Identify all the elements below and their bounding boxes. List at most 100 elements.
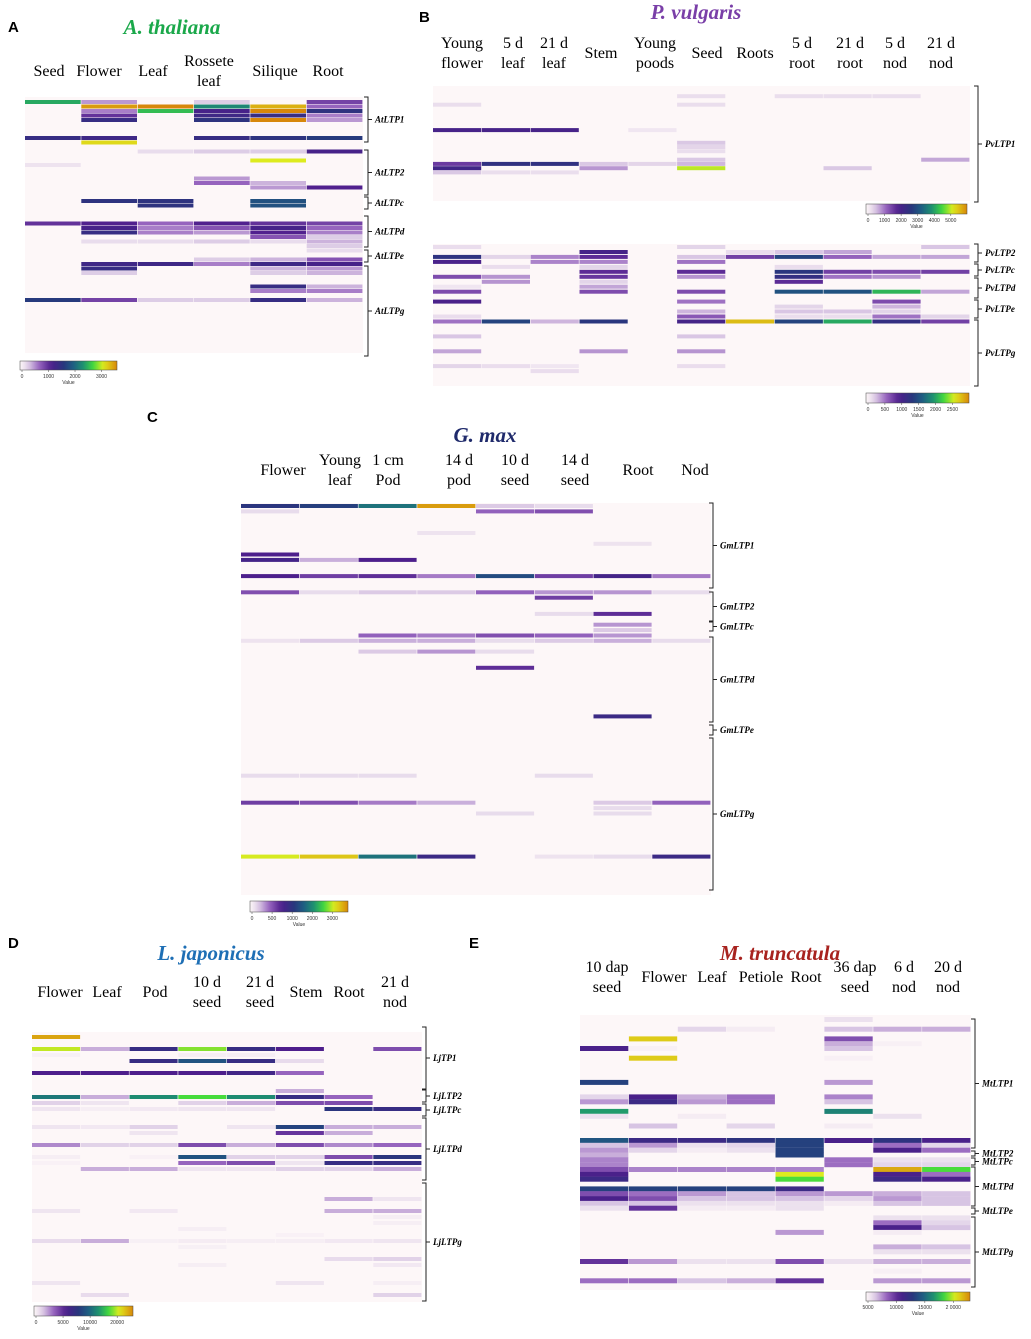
heatmap-cell bbox=[241, 800, 300, 805]
heatmap-cell bbox=[593, 638, 652, 643]
heatmap-cell bbox=[194, 230, 250, 235]
heatmap-cell bbox=[306, 104, 363, 109]
colorbar-title: Value bbox=[77, 1326, 90, 1332]
heatmap-cell bbox=[373, 1197, 422, 1201]
heatmap-cell bbox=[250, 149, 306, 154]
group-bracket bbox=[974, 263, 979, 277]
heatmap-cell bbox=[580, 1099, 629, 1105]
heatmap-cell bbox=[775, 1196, 824, 1202]
heatmap-cell bbox=[579, 259, 628, 264]
heatmap-cell bbox=[628, 1046, 678, 1051]
heatmap-cell bbox=[373, 1047, 422, 1051]
heatmap-cell bbox=[306, 226, 363, 230]
heatmap-cell bbox=[775, 1167, 824, 1172]
heatmap-cell bbox=[873, 1171, 922, 1177]
heatmap-cell bbox=[774, 314, 823, 319]
heatmap-cell bbox=[534, 504, 593, 508]
heatmap-cell bbox=[726, 1167, 775, 1172]
heatmap-cell bbox=[534, 595, 593, 600]
heatmap-cell bbox=[433, 299, 482, 304]
panel-b: B P. vulgaris Young flower 5 d leaf 21 d leaf… bbox=[419, 0, 1016, 419]
heatmap-cell bbox=[579, 161, 628, 166]
heatmap-cell bbox=[80, 1071, 129, 1075]
heatmap-cell bbox=[579, 289, 628, 294]
heatmap-cell bbox=[299, 504, 358, 508]
heatmap-cell bbox=[872, 269, 921, 274]
heatmap-cell bbox=[593, 800, 652, 805]
panel-a-colorbar: 0 1000 2000 3000 Value bbox=[19, 360, 118, 386]
heatmap-cell bbox=[137, 199, 194, 203]
heatmap-cell bbox=[81, 104, 137, 109]
heatmap-cell bbox=[275, 1167, 324, 1171]
heatmap-cell bbox=[476, 504, 535, 508]
colorbar-tick-label: 10000 bbox=[889, 1305, 903, 1311]
heatmap-cell bbox=[81, 230, 137, 235]
heatmap-cell bbox=[476, 811, 535, 816]
heatmap-cell bbox=[677, 1167, 727, 1172]
heatmap-cell bbox=[922, 1171, 971, 1177]
heatmap-cell bbox=[250, 298, 306, 302]
heatmap-cell bbox=[725, 250, 775, 254]
column-label: Silique bbox=[252, 63, 297, 80]
heatmap-cell bbox=[32, 1155, 81, 1159]
column-label: 14 d pod bbox=[445, 452, 473, 489]
panel-a-title: A. thaliana bbox=[122, 15, 221, 39]
panel-d: D L. japonicus Flower Leaf Pod 10 d seed 21 d… bbox=[8, 935, 462, 1332]
heatmap-cell bbox=[628, 1099, 678, 1105]
heatmap-cell bbox=[324, 1101, 373, 1105]
heatmap-cell bbox=[227, 1071, 276, 1075]
heatmap-cell bbox=[677, 349, 726, 354]
group-label: PvLTP2 bbox=[985, 248, 1016, 258]
heatmap-cell bbox=[227, 1167, 276, 1171]
heatmap-cell bbox=[129, 1125, 178, 1129]
heatmap-cell bbox=[80, 1239, 129, 1243]
colorbar-gradient bbox=[865, 203, 968, 215]
heatmap-cell bbox=[774, 264, 823, 269]
heatmap-cell bbox=[306, 266, 363, 271]
heatmap-cell bbox=[373, 1155, 422, 1159]
heatmap-cell bbox=[530, 254, 579, 259]
heatmap-cell bbox=[433, 102, 482, 107]
heatmap-cell bbox=[32, 1281, 81, 1285]
heatmap-cell bbox=[593, 590, 652, 595]
heatmap-cell bbox=[873, 1229, 922, 1235]
heatmap-cell bbox=[580, 1108, 629, 1114]
heatmap-cell bbox=[580, 1205, 629, 1211]
column-label: Flower bbox=[641, 969, 687, 986]
heatmap-cell bbox=[677, 140, 726, 145]
colorbar-tick-label: 20000 bbox=[110, 1320, 124, 1326]
heatmap-cell bbox=[194, 257, 250, 262]
heatmap-cell bbox=[593, 628, 652, 633]
heatmap-cell bbox=[358, 854, 417, 859]
heatmap-cell bbox=[250, 118, 306, 122]
heatmap-cell bbox=[872, 289, 921, 294]
heatmap-cell bbox=[677, 289, 726, 294]
heatmap-cell bbox=[534, 773, 593, 778]
heatmap-cell bbox=[250, 289, 306, 293]
column-label: Flower bbox=[260, 462, 306, 479]
heatmap-cell bbox=[726, 1191, 775, 1197]
heatmap-cell bbox=[872, 314, 921, 319]
group-bracket bbox=[422, 1103, 427, 1117]
heatmap-cell bbox=[628, 1191, 678, 1197]
heatmap-cell bbox=[476, 574, 535, 579]
heatmap-cell bbox=[81, 298, 137, 302]
heatmap-cell bbox=[324, 1167, 373, 1171]
heatmap-cell bbox=[250, 226, 306, 230]
heatmap-cell bbox=[677, 309, 726, 314]
group-label: LjTP1 bbox=[432, 1053, 457, 1063]
heatmap-cell bbox=[358, 574, 417, 579]
heatmap-cell bbox=[873, 1259, 922, 1264]
heatmap-cell bbox=[726, 1138, 775, 1143]
heatmap-cell bbox=[593, 622, 652, 627]
group-label: AtLTPd bbox=[374, 227, 405, 237]
colorbar-tick-label: 4000 bbox=[929, 218, 940, 224]
heatmap-cell bbox=[32, 1209, 81, 1213]
heatmap-cell bbox=[306, 262, 363, 266]
heatmap-cell bbox=[275, 1131, 324, 1135]
panel-b-title: P. vulgaris bbox=[650, 0, 742, 24]
panel-a-group-brackets: AtLTP1 AtLTP2 AtLTPc AtLTPd AtLTPe AtLTPg bbox=[364, 96, 405, 357]
heatmap-cell bbox=[178, 1095, 227, 1099]
heatmap-cell bbox=[628, 1278, 678, 1284]
heatmap-cell bbox=[25, 136, 81, 140]
